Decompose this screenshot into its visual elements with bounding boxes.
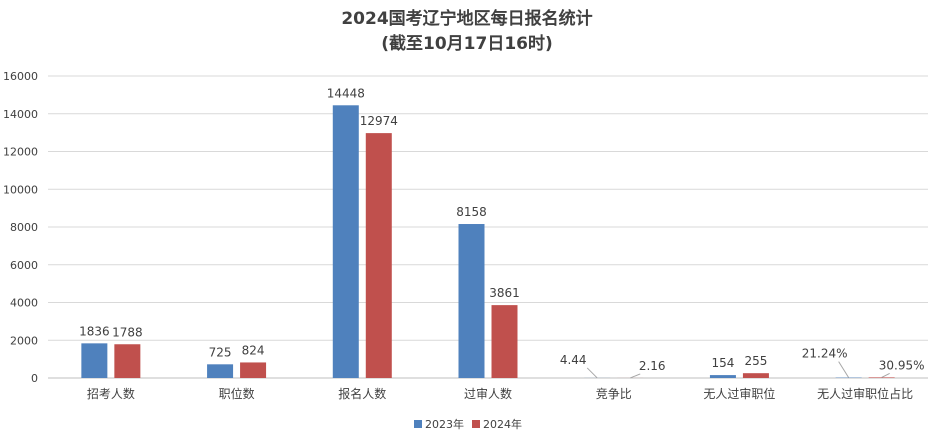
data-label: 14448 xyxy=(327,86,365,100)
leader-line xyxy=(630,373,641,379)
bar-series-1 xyxy=(709,375,736,378)
y-tick-label: 12000 xyxy=(3,146,38,159)
legend-label: 2023年 xyxy=(425,417,464,431)
data-label: 30.95% xyxy=(879,358,925,372)
y-axis-ticks: 0 2000 4000 6000 8000 10000 12000 14000 16000 xyxy=(3,70,38,385)
data-label: 4.44 xyxy=(560,353,587,367)
y-tick-label: 2000 xyxy=(10,334,38,347)
y-tick-label: 4000 xyxy=(10,297,38,310)
x-category-label: 竞争比 xyxy=(596,387,632,401)
data-labels: 1836 1788 725 824 14448 12974 8158 3861 4.44 2.16… xyxy=(79,86,924,373)
y-tick-label: 6000 xyxy=(10,259,38,272)
legend-swatch xyxy=(472,420,480,428)
chart-title: 2024国考辽宁地区每日报名统计 xyxy=(341,8,592,29)
bar-series-2 xyxy=(114,344,141,378)
y-tick-label: 16000 xyxy=(3,70,38,83)
label-leader-lines xyxy=(586,361,890,379)
x-category-label: 无人过审职位 xyxy=(703,386,775,401)
y-tick-label: 8000 xyxy=(10,221,38,234)
data-label: 255 xyxy=(744,354,767,368)
legend-swatch xyxy=(414,420,422,428)
bar-series-2 xyxy=(365,133,392,378)
leader-line xyxy=(586,367,598,379)
y-tick-label: 14000 xyxy=(3,108,38,121)
x-category-label: 过审人数 xyxy=(464,386,512,401)
bar-series-1 xyxy=(458,224,485,378)
x-category-label: 招考人数 xyxy=(87,386,135,401)
data-label: 21.24% xyxy=(802,347,848,361)
data-label: 3861 xyxy=(489,286,520,300)
bar-series-1 xyxy=(332,105,359,378)
data-label: 1836 xyxy=(79,324,110,338)
data-label: 12974 xyxy=(360,114,398,128)
bar-series-2 xyxy=(240,362,267,378)
bar-series-2 xyxy=(868,377,895,378)
x-axis-categories: 招考人数 职位数 报名人数 过审人数 竞争比 无人过审职位 无人过审职位占比 xyxy=(87,386,913,401)
x-category-label: 无人过审职位占比 xyxy=(817,386,913,401)
leader-line xyxy=(881,372,890,378)
bars xyxy=(81,105,895,378)
chart-subtitle: (截至10月17日16时) xyxy=(381,33,553,54)
leader-line xyxy=(838,361,850,378)
data-label: 824 xyxy=(242,343,265,357)
gridlines xyxy=(48,75,928,379)
data-label: 1788 xyxy=(112,325,143,339)
data-label: 725 xyxy=(209,345,232,359)
bar-series-2 xyxy=(491,305,518,378)
bar-series-1 xyxy=(81,343,108,378)
data-label: 154 xyxy=(711,356,734,370)
legend-label: 2024年 xyxy=(483,417,522,431)
legend: 2023年 2024年 xyxy=(414,417,522,431)
x-category-label: 职位数 xyxy=(219,386,255,401)
y-tick-label: 10000 xyxy=(3,183,38,196)
x-category-label: 报名人数 xyxy=(338,386,386,401)
data-label: 8158 xyxy=(456,205,487,219)
y-tick-label: 0 xyxy=(31,372,38,385)
data-label: 2.16 xyxy=(639,359,666,373)
bar-series-1 xyxy=(207,364,234,378)
bar-series-2 xyxy=(742,373,769,378)
